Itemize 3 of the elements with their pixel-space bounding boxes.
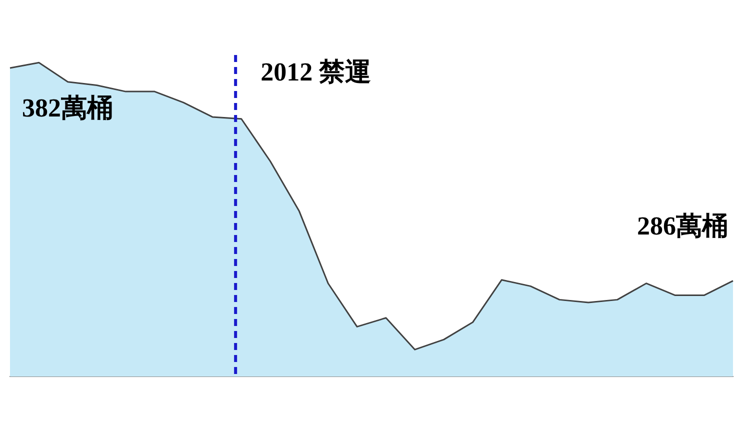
annotation: 2012 禁運 (260, 58, 372, 87)
annotation: 286萬桶 (637, 212, 728, 241)
annotation: 382萬桶 (22, 94, 113, 123)
